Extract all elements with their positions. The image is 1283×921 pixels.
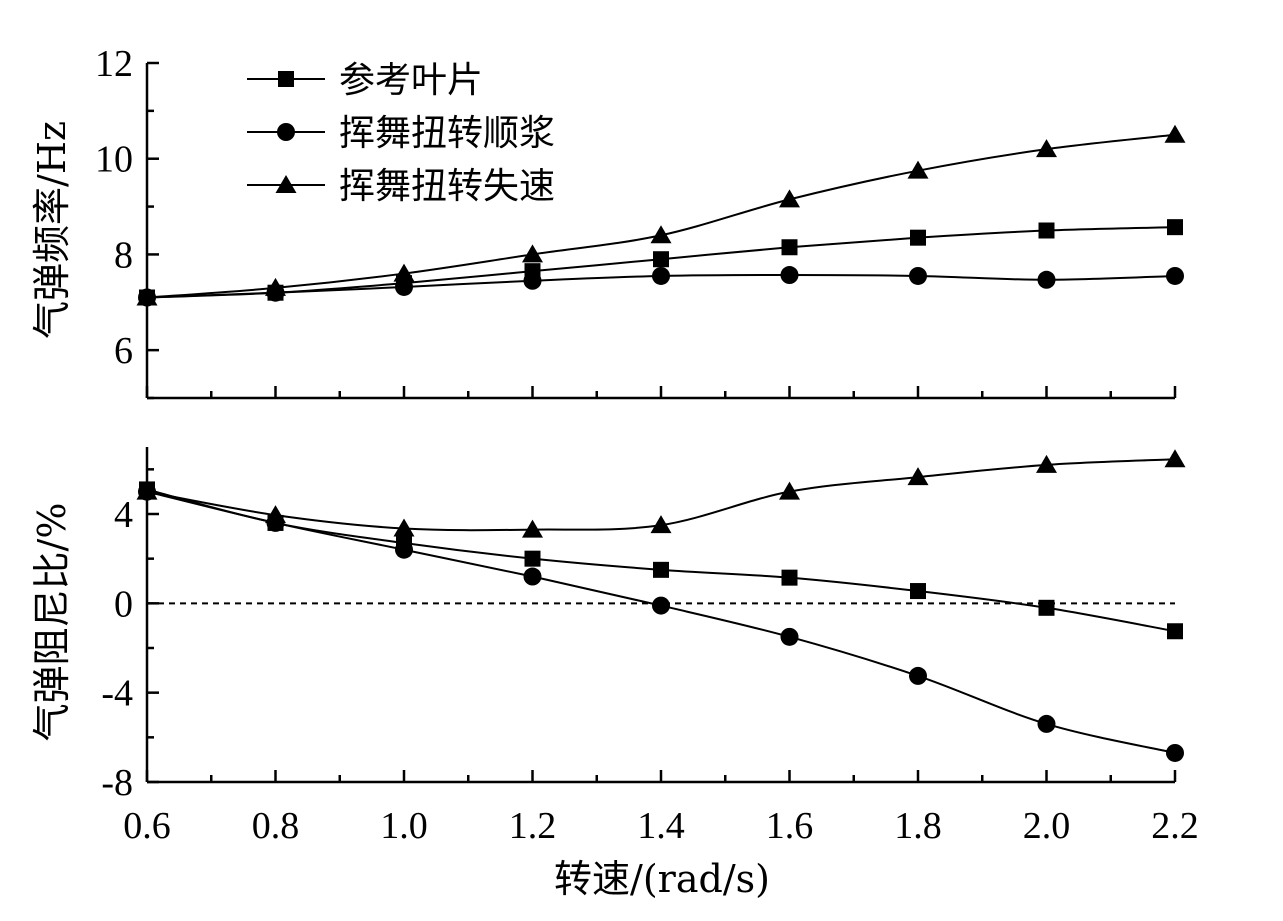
top-point-triangle [779,189,800,208]
bottom-point-square [653,561,669,578]
bottom-point-circle [523,567,542,586]
y-axis-title-damping: 气弹阻尼比/% [30,503,74,742]
x-tick-label: 1.8 [894,805,942,847]
bottom-y-tick-label: 0 [114,583,133,625]
bottom-point-square [524,550,541,567]
bottom-point-circle [1166,743,1184,762]
top-point-circle [909,266,927,285]
bottom-point-circle [909,666,927,685]
x-tick-label: 0.6 [123,805,171,847]
bottom-point-triangle [393,518,415,537]
bottom-point-circle [652,596,670,615]
x-tick-label: 0.8 [252,805,300,847]
top-point-square [1167,219,1183,236]
bottom-point-triangle [265,505,286,524]
legend-item: 参考叶片 [247,60,483,101]
x-tick-label: 1.0 [380,805,428,847]
bottom-point-triangle [136,481,158,500]
top-point-circle [1166,266,1184,285]
top-point-triangle [1164,124,1186,143]
bottom-point-triangle [522,519,543,538]
top-point-square [653,251,669,268]
legend-item: 挥舞扭转失速 [247,166,555,207]
top-point-triangle [907,160,929,179]
legend-marker-square [278,71,294,87]
top-point-triangle [136,287,158,306]
top-y-tick-label: 12 [95,43,133,85]
top-y-tick-label: 10 [95,139,133,181]
bottom-y-tick-label: -4 [101,673,133,715]
top-point-triangle [1036,139,1057,158]
bottom-panel: -8 -4 0 4 0.6 0.8 1.0 1.2 1.4 1.6 1.8 2.0 2.2 [101,447,1199,847]
top-panel: 6 8 10 12 [95,43,1186,400]
legend-label: 挥舞扭转顺浆 [339,113,555,154]
top-point-circle [395,277,413,296]
y-axis-title-frequency: 气弹频率/Hz [30,121,74,339]
top-point-square [781,239,798,256]
legend-label: 挥舞扭转失速 [339,166,555,207]
top-point-triangle [650,225,672,244]
bottom-point-triangle [907,467,929,486]
bottom-y-tick-label: -8 [101,762,133,804]
top-point-triangle [522,244,543,263]
x-tick-label: 2.2 [1151,805,1199,847]
x-tick-label: 1.2 [509,805,557,847]
bottom-point-square [1038,599,1055,616]
top-point-square [1038,222,1055,239]
x-tick-label: 1.4 [637,805,685,847]
bottom-point-square [781,569,798,586]
x-tick-label: 1.6 [766,805,814,847]
top-point-triangle [265,277,286,296]
legend-item: 挥舞扭转顺浆 [247,113,555,154]
x-axis-title: 转速/(rad/s) [554,857,770,901]
bottom-point-square [1167,623,1183,640]
bottom-point-triangle [1036,454,1057,473]
top-point-circle [523,271,542,290]
top-point-square [910,229,926,246]
top-y-tick-label: 8 [114,234,133,276]
bottom-point-triangle [650,515,672,534]
legend-marker-circle [277,123,295,141]
top-point-circle [652,266,670,285]
bottom-y-tick-label: 4 [114,494,133,536]
bottom-point-square [910,583,926,600]
top-point-circle [1037,270,1056,289]
top-y-tick-label: 6 [114,330,133,372]
bottom-point-circle [395,540,413,559]
bottom-point-circle [780,627,799,646]
legend-marker-triangle [275,175,297,193]
top-point-triangle [393,263,415,282]
bottom-point-triangle [779,481,800,500]
bottom-point-triangle [1164,449,1186,468]
legend-label: 参考叶片 [339,60,483,101]
bottom-point-circle [1037,714,1056,733]
x-tick-label: 2.0 [1023,805,1071,847]
top-point-circle [780,266,799,285]
